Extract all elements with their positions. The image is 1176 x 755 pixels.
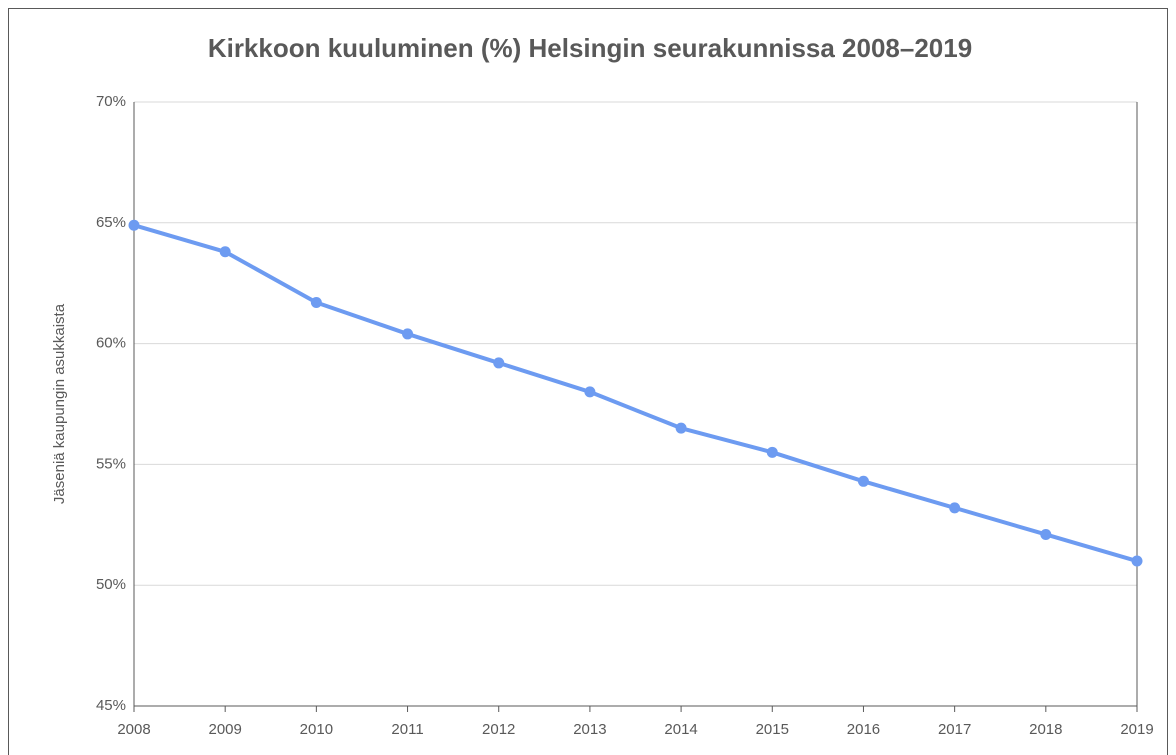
y-axis-label: Jäseniä kaupungin asukkaista: [51, 303, 68, 504]
y-tick-label: 70%: [96, 93, 126, 110]
x-tick-label: 2016: [847, 721, 880, 738]
data-point: [1040, 528, 1052, 540]
chart-title: Kirkkoon kuuluminen (%) Helsingin seurak…: [208, 33, 972, 63]
x-tick-label: 2010: [300, 721, 333, 738]
y-tick-label: 55%: [96, 455, 126, 472]
data-point: [219, 246, 231, 258]
chart-frame: [8, 8, 1168, 755]
data-point: [402, 328, 414, 340]
data-line: [133, 223, 1138, 563]
x-tick-label: 2015: [756, 721, 789, 738]
x-tick-label: 2019: [1120, 721, 1153, 738]
y-tick-label: 65%: [96, 214, 126, 231]
data-point: [493, 357, 505, 369]
data-point: [857, 475, 869, 487]
data-point: [949, 502, 961, 514]
x-tick-label: 2012: [482, 721, 515, 738]
x-tick-label: 2011: [391, 721, 423, 738]
x-tick-label: 2008: [117, 721, 150, 738]
data-point: [310, 297, 322, 309]
y-tick-label: 60%: [96, 335, 126, 352]
y-tick-label: 45%: [96, 697, 126, 714]
x-tick-label: 2014: [664, 721, 697, 738]
data-point: [766, 446, 778, 458]
x-tick-label: 2018: [1029, 721, 1062, 738]
x-tick-label: 2013: [573, 721, 606, 738]
x-tick-label: 2017: [938, 721, 971, 738]
data-point: [584, 386, 596, 398]
data-point: [1131, 555, 1143, 567]
x-tick-label: 2009: [208, 721, 241, 738]
data-point: [128, 219, 140, 231]
y-tick-label: 50%: [96, 576, 126, 593]
data-point: [675, 422, 687, 434]
